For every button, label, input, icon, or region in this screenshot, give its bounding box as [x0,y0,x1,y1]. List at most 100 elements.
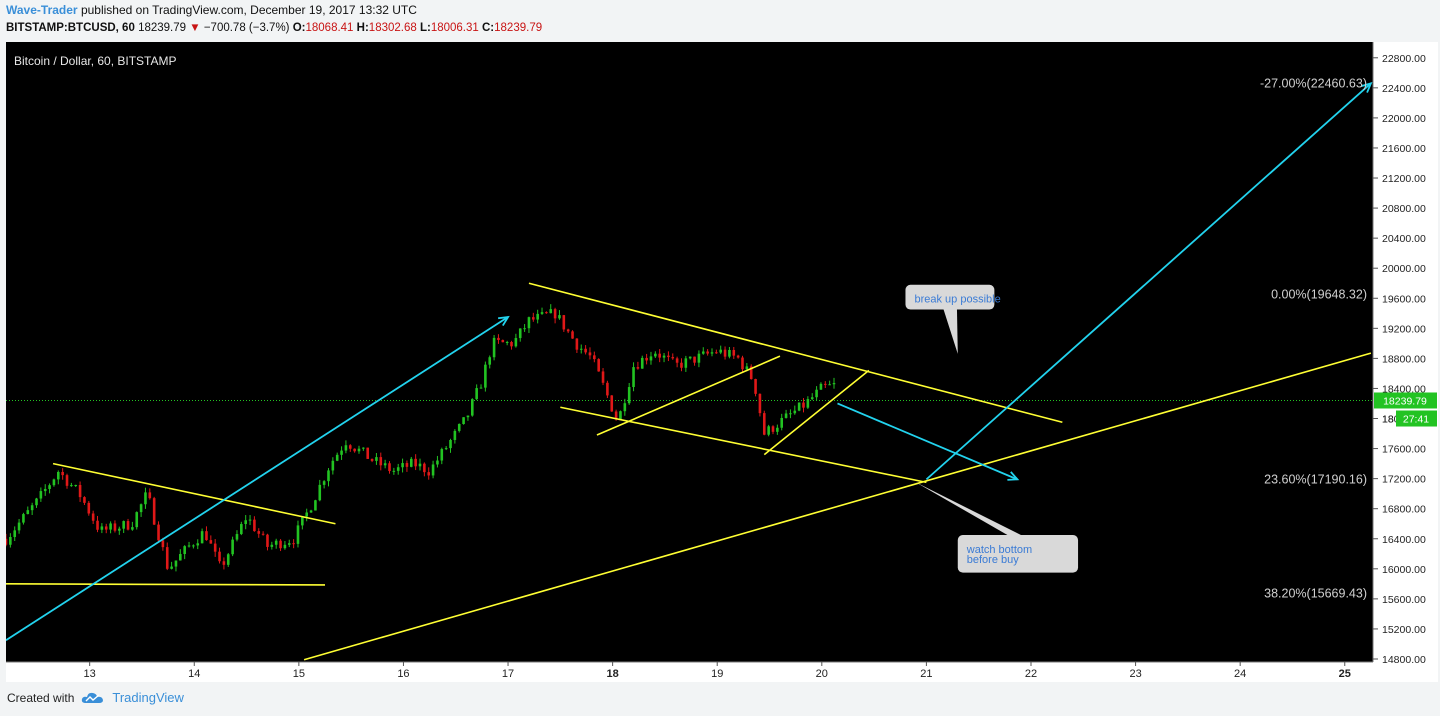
candle-body [100,526,104,530]
y-tick-label: 19200.00 [1382,323,1426,335]
candle-body [684,358,688,368]
candle-body [318,484,322,501]
candle-body [697,353,701,363]
candle-body [715,352,718,354]
arrowhead-icon [1361,81,1373,93]
y-tick-label: 19600.00 [1382,293,1426,305]
candle-body [144,492,147,505]
chart-panel[interactable]: break up possible watch bottom before buy … [6,42,1438,682]
candle-body [701,351,705,354]
candle-body [266,534,269,547]
candle-body [815,389,818,398]
arrow-line [925,82,1372,481]
candle-body [741,357,744,370]
x-tick-label: 19 [711,668,723,680]
candle-body [457,423,461,431]
candle-body [566,329,570,332]
time-axis[interactable] [6,662,1373,682]
candle-body [61,471,64,476]
y-tick-label: 21200.00 [1382,173,1426,185]
candle-body [632,367,635,388]
y-tick-label: 22000.00 [1382,113,1426,125]
candle-body [274,540,278,545]
candle-body [819,383,823,390]
candle-body [658,353,661,358]
y-tick-label: 22400.00 [1382,83,1426,95]
candle-body [680,362,683,368]
down-triangle-icon: ▼ [189,22,201,34]
candle-body [749,366,753,380]
candle-body [514,338,518,347]
candle-body [523,328,526,330]
candle-body [497,337,500,341]
candle-body [30,505,34,511]
candle-body [26,510,30,515]
candle-body [418,463,422,467]
tradingview-link[interactable]: TradingView [112,690,184,705]
candle-body [296,525,300,544]
candle-body [619,411,622,420]
candle-body [427,472,431,476]
x-tick-label: 17 [502,668,514,680]
candle-body [104,526,108,530]
callout-box [905,284,995,310]
candle-body [244,520,247,525]
candle-body [366,447,370,459]
x-axis-ticks: 13 14 15 16 17 18 19 20 21 22 23 24 25 [84,662,1351,680]
candle-body [649,356,653,361]
candle-body [636,367,640,369]
candle-body [453,430,457,440]
candle-body [74,484,78,486]
open-value: 18068.41 [305,22,354,34]
candle-body [793,410,797,414]
candle-body [192,545,195,547]
candle-body [405,463,409,467]
candle-body [109,523,112,530]
candle-body [479,387,483,389]
candle-body [723,349,727,357]
candle-body [370,458,374,461]
candle-body [301,516,304,526]
candle-body [39,491,43,499]
price-axis[interactable] [1373,42,1438,682]
candle-body [475,388,478,400]
candle-body [536,313,539,320]
x-tick-label: 14 [188,668,200,680]
created-with-text: Created with [7,690,75,705]
x-tick-label: 18 [607,668,619,680]
candle-body [157,524,160,541]
candle-body [235,534,239,540]
candle-body [240,524,243,535]
candle-body [728,349,731,357]
callout-1: break up possible [905,284,1001,354]
candle-body [375,457,378,461]
callout-box [957,534,1079,573]
candle-body [388,463,391,472]
candle-body [91,513,95,521]
current-price-label: 18239.79 [1383,395,1427,407]
candle-body [501,340,505,343]
candle-body [575,338,579,350]
countdown-label: 27:41 [1403,414,1429,426]
candle-body [671,357,675,359]
price-change: −700.78 (−3.7%) [203,22,290,34]
callout-text: before buy [967,554,1019,566]
candle-body [505,341,509,343]
candle-body [70,485,73,487]
author-link[interactable]: Wave-Trader [6,3,78,17]
candle-body [810,397,814,400]
candle-body [152,498,156,525]
candle-body [545,312,548,314]
candle-body [471,399,474,416]
candle-body [745,366,749,370]
candle-body [610,395,614,412]
candle-body [170,566,173,569]
candle-body [440,449,444,461]
candle-body [65,475,69,486]
open-label: O: [292,22,306,34]
candle-body [17,522,21,531]
candle-body [83,497,86,503]
